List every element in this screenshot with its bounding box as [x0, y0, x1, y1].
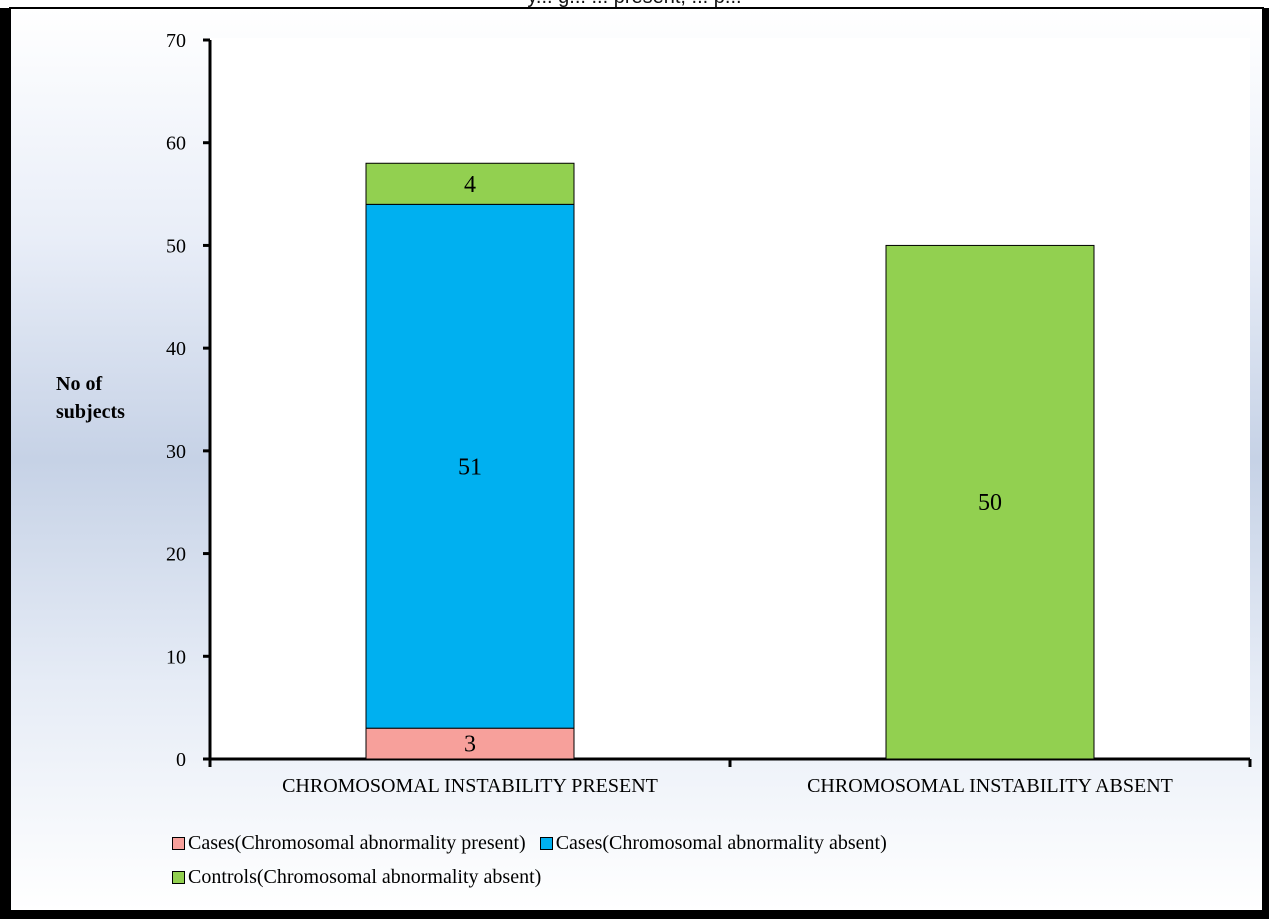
caption-text: y... g... ... present, ... p... [0, 0, 1269, 8]
bar-data-label: 3 [464, 732, 476, 758]
x-category-label: CHROMOSOMAL INSTABILITY ABSENT [807, 775, 1173, 797]
legend-swatch-cases-present [172, 836, 185, 850]
y-tick-label: 10 [166, 646, 186, 668]
y-tick-label: 50 [166, 235, 186, 257]
bar-data-label: 51 [458, 454, 482, 480]
legend-swatch-cases-absent [539, 836, 553, 850]
caption-fragment: y... g... ... present, ... p... [0, 0, 1269, 8]
y-axis-title: No of subjects [56, 373, 125, 423]
legend-swatch-controls-absent [172, 870, 185, 884]
y-tick-label: 70 [166, 30, 186, 52]
legend-item-cases-absent: Cases(Chromosomal abnormality absent) [539, 831, 887, 855]
legend-label-cases-absent: Cases(Chromosomal abnormality absent) [555, 831, 887, 854]
legend-label-cases-present: Cases(Chromosomal abnormality present) [188, 831, 526, 854]
legend-item-controls-absent: Controls(Chromosomal abnormality absent) [172, 866, 541, 889]
bar-segment [365, 727, 575, 760]
x-category-label: CHROMOSOMAL INSTABILITY PRESENT [282, 775, 658, 797]
y-tick-label: 60 [166, 133, 186, 155]
y-tick-label: 40 [166, 338, 186, 360]
legend-row-1: Cases(Chromosomal abnormality present) C… [172, 826, 1232, 860]
bar-segment [885, 244, 1095, 760]
bar-data-label: 50 [978, 490, 1002, 516]
legend-label-controls-absent: Controls(Chromosomal abnormality absent) [188, 865, 542, 888]
bar-data-label: 4 [464, 172, 476, 198]
legend-row-2: Controls(Chromosomal abnormality absent) [172, 860, 1232, 894]
legend-item-cases-present: Cases(Chromosomal abnormality present) [172, 832, 526, 855]
bar-segment [365, 162, 575, 205]
y-tick-label: 30 [166, 441, 186, 463]
y-tick-label: 20 [166, 544, 186, 566]
bar-segment [365, 203, 575, 729]
y-tick-label: 0 [176, 749, 186, 771]
legend: Cases(Chromosomal abnormality present) C… [172, 826, 1232, 894]
